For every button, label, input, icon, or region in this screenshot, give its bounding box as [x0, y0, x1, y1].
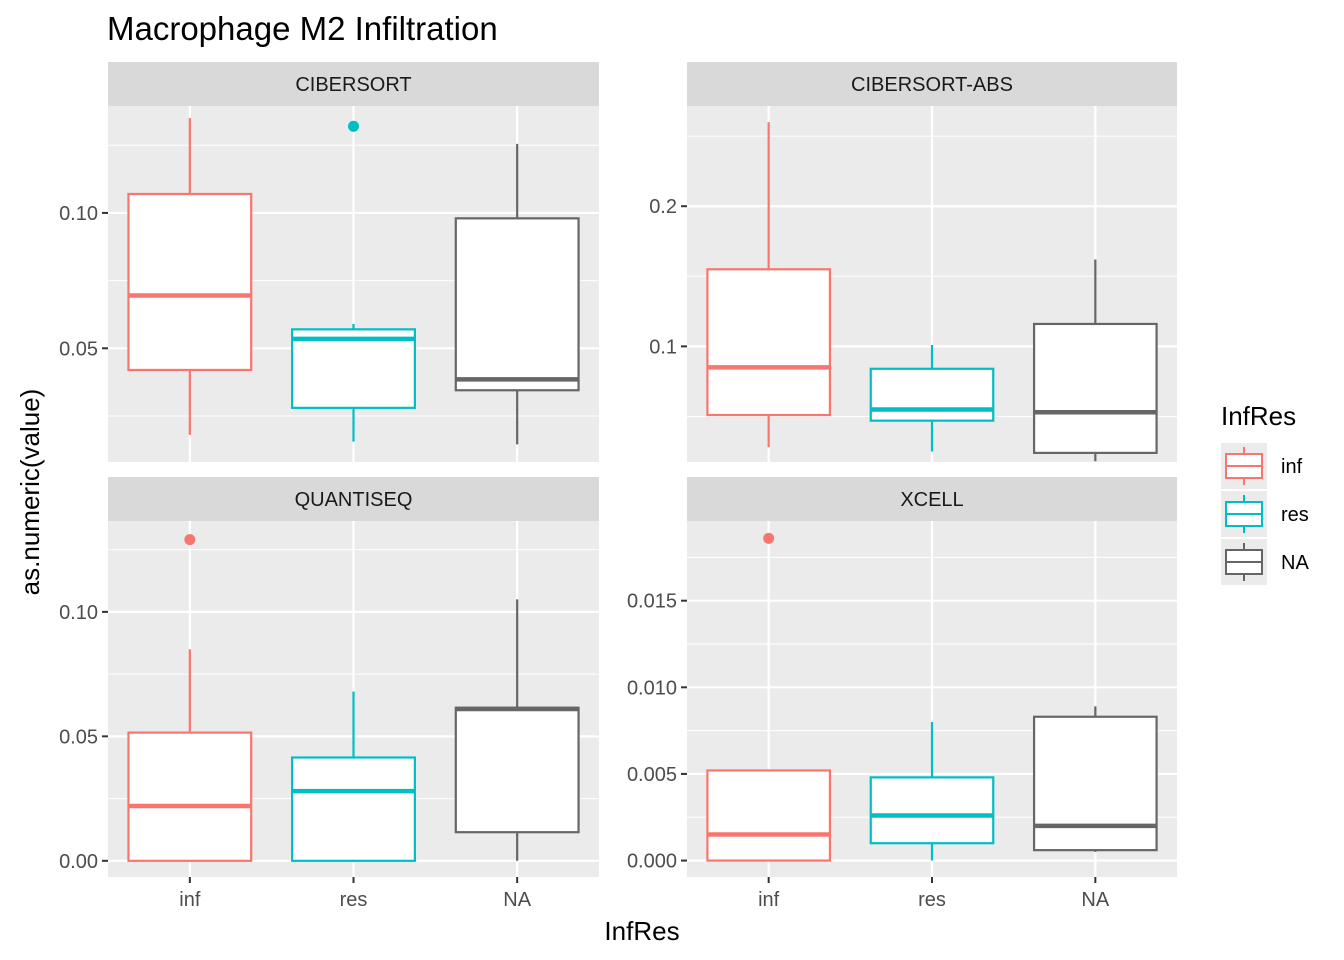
legend-item-res: res — [1221, 491, 1309, 537]
x-tick-label: NA — [1081, 889, 1109, 911]
box-iqr — [291, 328, 416, 409]
x-tick-label: res — [340, 889, 368, 911]
x-tick-label: res — [918, 889, 946, 911]
x-tick-label: inf — [758, 889, 780, 911]
facet-panel-quantiseq: QUANTISEQ 0.00 0.05 0.10 inf res NA — [59, 477, 599, 911]
legend: InfRes inf res NA — [1221, 401, 1309, 585]
x-tick-label: inf — [179, 889, 201, 911]
box-res — [291, 120, 416, 442]
legend-label: inf — [1281, 456, 1303, 478]
box-iqr — [869, 367, 995, 422]
outlier-point — [184, 534, 196, 546]
y-axis-title: as.numeric(value) — [15, 389, 45, 596]
x-axis-title: InfRes — [604, 916, 679, 946]
facet-strip-label: CIBERSORT-ABS — [851, 74, 1013, 96]
box-res — [869, 721, 995, 861]
box-na — [454, 143, 580, 445]
box-iqr — [1032, 715, 1158, 852]
facet-strip-label: XCELL — [900, 489, 963, 511]
legend-label: res — [1281, 504, 1309, 526]
box-na — [454, 599, 580, 861]
facet-strip-label: CIBERSORT — [295, 74, 411, 96]
y-tick-label: 0.2 — [649, 196, 677, 218]
box-iqr — [127, 731, 253, 862]
y-tick-label: 0.00 — [59, 851, 98, 873]
legend-label: NA — [1281, 552, 1309, 574]
legend-item-inf: inf — [1221, 443, 1303, 489]
y-tick-label: 0.000 — [627, 851, 677, 873]
y-tick-label: 0.10 — [59, 602, 98, 624]
y-tick-label: 0.005 — [627, 764, 677, 786]
facet-strip — [108, 62, 599, 106]
box-iqr — [454, 217, 580, 392]
y-tick-label: 0.015 — [627, 591, 677, 613]
y-tick-label: 0.10 — [59, 203, 98, 225]
box-iqr — [706, 769, 832, 862]
x-tick-label: NA — [503, 889, 531, 911]
y-tick-label: 0.010 — [627, 677, 677, 699]
facet-strip — [687, 62, 1177, 106]
y-tick-label: 0.05 — [59, 338, 98, 360]
box-inf — [706, 532, 832, 862]
box-na — [1032, 259, 1158, 462]
legend-item-na: NA — [1221, 539, 1309, 585]
facet-panel-cibersort: CIBERSORT 0.05 0.10 — [59, 62, 599, 462]
box-iqr — [706, 268, 832, 417]
box-inf — [127, 118, 253, 435]
facet-panel-cibersort-abs: CIBERSORT-ABS 0.1 0.2 — [649, 62, 1177, 462]
box-iqr — [869, 776, 995, 845]
facet-strip — [108, 477, 599, 521]
box-iqr — [1032, 322, 1158, 454]
y-tick-label: 0.1 — [649, 336, 677, 358]
box-inf — [127, 534, 253, 862]
box-res — [869, 344, 995, 452]
outlier-point — [348, 120, 359, 132]
facet-panels: CIBERSORT 0.05 0.10 CIBERSORT-ABS 0.1 0.2 QUAN… — [59, 62, 1177, 911]
box-res — [291, 691, 416, 862]
y-tick-label: 0.05 — [59, 726, 98, 748]
box-iqr — [454, 706, 580, 834]
box-iqr — [127, 192, 253, 372]
legend-title: InfRes — [1221, 401, 1296, 431]
outlier-point — [763, 532, 775, 544]
chart-title: Macrophage M2 Infiltration — [107, 10, 498, 47]
box-iqr — [291, 756, 416, 862]
box-na — [1032, 706, 1158, 852]
facet-strip-label: QUANTISEQ — [295, 489, 413, 511]
facet-panel-xcell: XCELL 0.000 0.005 0.010 0.015 inf res NA — [627, 477, 1177, 911]
facet-strip — [687, 477, 1177, 521]
box-inf — [706, 122, 832, 448]
